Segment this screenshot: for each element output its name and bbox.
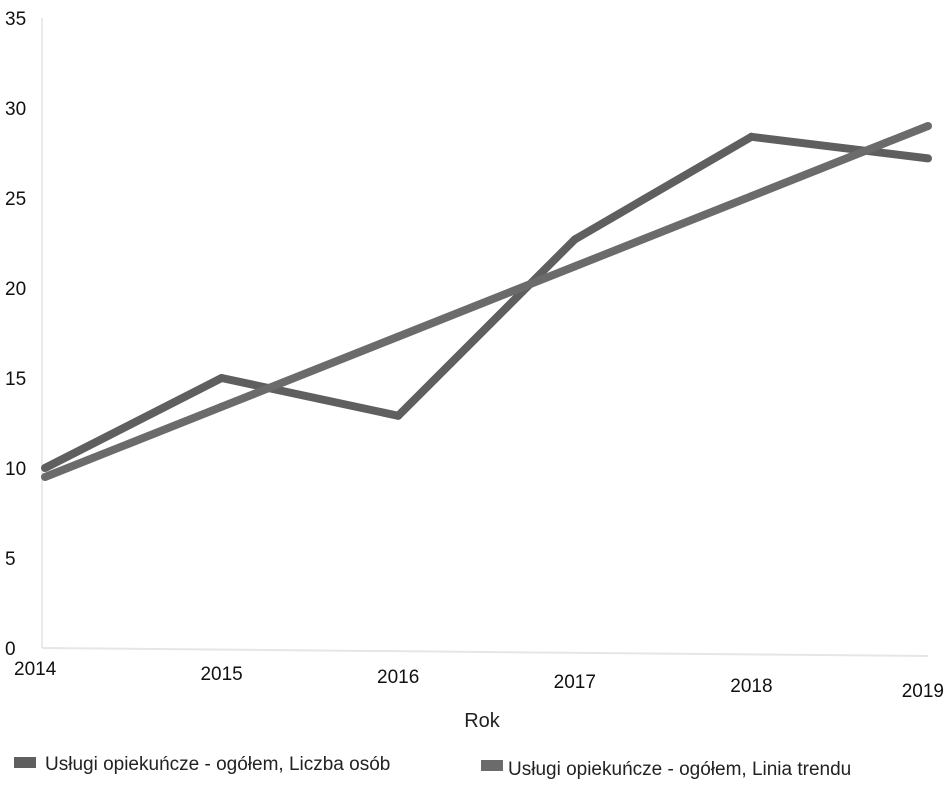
legend-label-linia-trendu: Usługi opiekuńcze - ogółem, Linia trendu (508, 759, 851, 780)
x-tick-label: 2019 (902, 681, 944, 702)
series-1-point (217, 402, 226, 411)
series-0-point (924, 154, 932, 163)
series-0-point (41, 464, 49, 472)
series-1-point (394, 332, 403, 341)
series-0-point (217, 374, 226, 382)
legend-swatch-liczba-osob (14, 757, 36, 768)
y-tick-label: 0 (5, 639, 16, 660)
legend-swatch-linia-trendu (481, 760, 503, 771)
y-tick-labels: 0 5 10 15 20 25 30 35 (5, 9, 26, 660)
y-tick-label: 20 (5, 279, 26, 300)
x-tick-label: 2017 (554, 672, 596, 693)
chart-axes (41, 18, 929, 657)
legend-item-linia-trendu: Usługi opiekuńcze - ogółem, Linia trendu (481, 759, 851, 780)
x-tick-label: 2014 (14, 659, 57, 680)
legend: Usługi opiekuńcze - ogółem, Liczba osób … (14, 754, 851, 780)
series-line-0 (43, 132, 929, 472)
y-tick-label: 25 (5, 189, 26, 210)
x-tick-label: 2018 (730, 676, 772, 697)
x-tick-label: 2016 (377, 667, 419, 688)
x-axis-line (41, 647, 929, 657)
x-tick-label: 2015 (200, 664, 242, 685)
series-lines (41, 122, 932, 481)
y-tick-label: 35 (5, 9, 26, 30)
legend-label-liczba-osob: Usługi opiekuńcze - ogółem, Liczba osób (45, 754, 390, 775)
legend-item-liczba-osob: Usługi opiekuńcze - ogółem, Liczba osób (14, 754, 390, 775)
series-1-point (41, 473, 49, 481)
series-1-point (747, 192, 756, 201)
x-tick-labels: 2014 2015 2016 2017 2018 2019 (14, 659, 944, 702)
series-line-1 (43, 122, 930, 481)
y-tick-label: 30 (5, 99, 26, 120)
series-1-point (924, 122, 932, 130)
y-tick-label: 15 (5, 369, 26, 390)
y-tick-label: 10 (5, 459, 26, 480)
y-tick-label: 5 (5, 549, 16, 570)
series-1-point (570, 262, 579, 271)
series-0-point (394, 411, 403, 420)
series-0-point (747, 132, 756, 141)
x-axis-title: Rok (464, 710, 501, 732)
series-0-point (570, 235, 579, 244)
